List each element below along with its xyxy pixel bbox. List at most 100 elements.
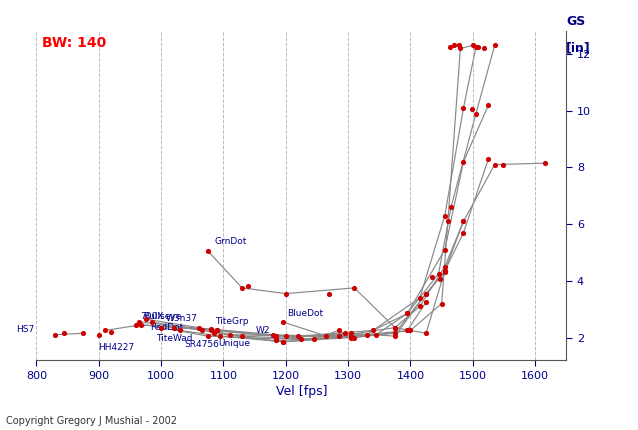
Point: [435, 276, 445, 283]
Point: [415, 295, 425, 301]
Point: [309, 335, 319, 342]
Point: [175, 327, 185, 334]
Point: [471, 43, 481, 50]
Point: [390, 324, 400, 331]
Point: [212, 327, 222, 334]
Point: [403, 327, 413, 334]
Point: [50, 331, 60, 338]
Point: [471, 110, 481, 117]
Point: [349, 334, 359, 341]
Text: Copyright Gregory J Mushial - 2002: Copyright Gregory J Mushial - 2002: [6, 416, 177, 426]
Point: [324, 290, 334, 297]
Point: [131, 321, 141, 328]
Point: [479, 45, 489, 52]
Point: [271, 333, 281, 340]
Point: [440, 263, 450, 270]
Point: [440, 212, 450, 219]
Point: [134, 319, 144, 326]
Point: [293, 333, 304, 340]
Text: [in]: [in]: [567, 41, 591, 54]
Point: [371, 331, 382, 338]
Point: [405, 327, 415, 334]
Point: [271, 337, 281, 344]
Point: [390, 324, 400, 331]
Point: [281, 290, 291, 297]
Point: [421, 330, 431, 337]
Point: [321, 333, 331, 340]
Point: [59, 330, 70, 337]
Text: Bullseye: Bullseye: [144, 312, 182, 321]
Point: [94, 331, 104, 338]
Point: [458, 229, 468, 236]
Point: [368, 327, 378, 334]
Point: [440, 267, 450, 274]
Point: [458, 104, 468, 111]
Point: [415, 303, 425, 310]
Point: [225, 331, 235, 338]
Text: BW: 140: BW: 140: [41, 36, 106, 50]
Point: [466, 106, 477, 113]
Point: [268, 331, 278, 338]
Point: [436, 300, 447, 307]
Text: SR4756: SR4756: [184, 340, 219, 349]
Point: [209, 330, 219, 337]
Point: [473, 43, 483, 50]
Text: BlueDot: BlueDot: [287, 309, 323, 318]
Text: TiteWad: TiteWad: [156, 335, 193, 344]
Point: [443, 218, 453, 225]
Point: [278, 338, 288, 345]
Point: [484, 101, 494, 108]
Point: [278, 319, 288, 326]
Text: RedDot: RedDot: [150, 323, 183, 332]
Point: [243, 283, 253, 290]
Point: [489, 42, 500, 49]
Point: [215, 333, 225, 340]
Point: [106, 329, 116, 335]
Point: [281, 333, 291, 340]
Point: [334, 327, 344, 334]
Point: [454, 42, 464, 49]
Point: [212, 327, 222, 334]
Text: HS7: HS7: [16, 325, 34, 334]
X-axis label: Vel [fps]: Vel [fps]: [276, 385, 327, 398]
Point: [456, 45, 466, 52]
Point: [156, 324, 167, 331]
Point: [296, 335, 306, 342]
Point: [446, 204, 456, 211]
Point: [197, 327, 207, 334]
Point: [440, 267, 450, 274]
Text: GrnDot: GrnDot: [215, 237, 247, 246]
Point: [147, 319, 157, 326]
Point: [440, 246, 450, 253]
Point: [271, 335, 281, 342]
Point: [458, 158, 468, 165]
Point: [489, 161, 500, 168]
Point: [498, 161, 508, 168]
Text: TiteGrp: TiteGrp: [215, 316, 249, 326]
Point: [203, 248, 213, 255]
Point: [440, 269, 450, 276]
Point: [390, 330, 400, 337]
Point: [168, 324, 179, 331]
Point: [349, 285, 359, 292]
Point: [346, 333, 357, 340]
Point: [346, 334, 357, 341]
Point: [237, 285, 248, 292]
Point: [100, 327, 110, 334]
Point: [484, 156, 494, 163]
Point: [334, 333, 344, 340]
Point: [362, 331, 372, 338]
Point: [136, 321, 146, 328]
Text: GS: GS: [567, 15, 586, 28]
Point: [237, 333, 248, 340]
Point: [427, 273, 438, 280]
Point: [403, 310, 413, 317]
Point: [203, 333, 213, 340]
Point: [140, 316, 151, 322]
Point: [468, 42, 478, 49]
Text: Unique: Unique: [218, 339, 250, 348]
Text: 700X: 700X: [140, 312, 164, 321]
Point: [193, 324, 204, 331]
Point: [403, 310, 413, 317]
Point: [206, 326, 216, 332]
